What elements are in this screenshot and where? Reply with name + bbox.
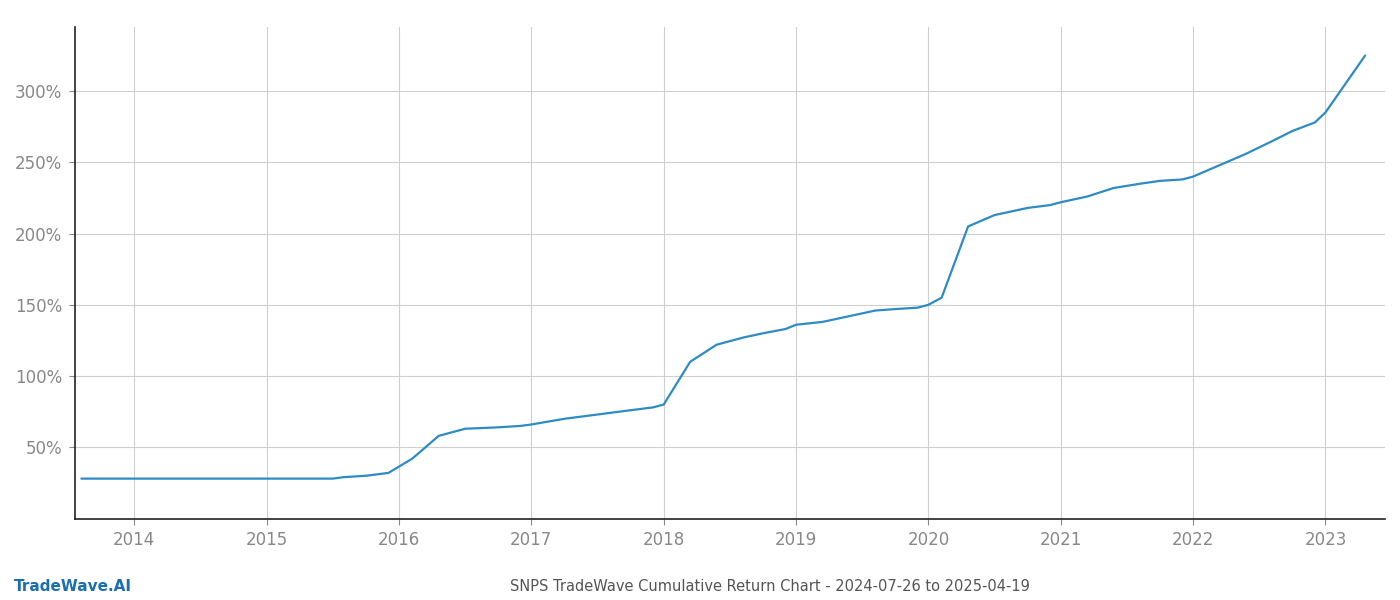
Text: TradeWave.AI: TradeWave.AI [14,579,132,594]
Text: SNPS TradeWave Cumulative Return Chart - 2024-07-26 to 2025-04-19: SNPS TradeWave Cumulative Return Chart -… [510,579,1030,594]
